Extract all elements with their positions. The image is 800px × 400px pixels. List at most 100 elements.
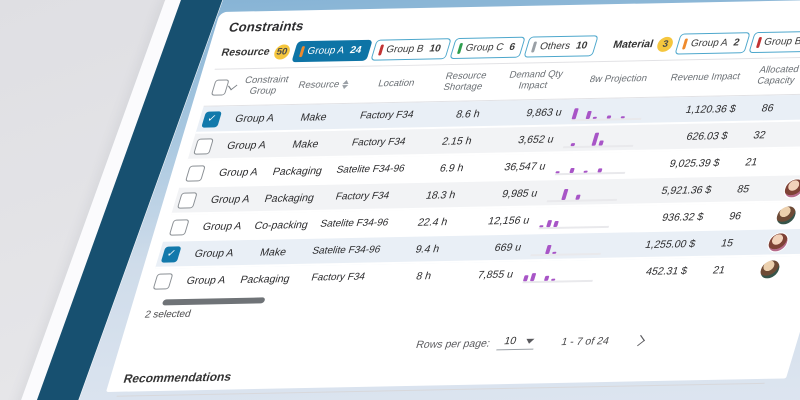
horizontal-scrollbar-thumb[interactable] — [161, 297, 266, 306]
demand-qty-impact-cell: 7,855 u — [476, 268, 515, 281]
location-cell: Factory F34 — [358, 109, 416, 122]
projection-mini-bar-chart — [571, 101, 647, 121]
resource-shortage-cell: 8.6 h — [454, 107, 482, 121]
pagination-range-text: 1 - 7 of 24 — [559, 334, 611, 348]
location-cell: Satelite F34-96 — [318, 217, 390, 230]
demand-qty-impact-cell: 669 u — [493, 241, 524, 254]
allocated-capacity-cell: 85 — [735, 182, 752, 196]
resource-shortage-cell: 22.4 h — [416, 215, 450, 229]
constraint-group-cell: Group A — [217, 165, 260, 179]
constraint-group-cell: Group A — [225, 138, 268, 152]
chip-count: 10 — [427, 42, 443, 55]
demand-qty-impact-cell: 3,652 u — [516, 133, 556, 146]
revenue-impact-cell: 936.32 $ — [660, 210, 706, 224]
row-checkbox[interactable] — [193, 137, 215, 155]
constraint-group-cell: Group A — [193, 246, 236, 260]
chip-accent-bar — [755, 36, 762, 48]
resource-chip-group: Group A 24 Group B 10 Group C 6 Others 1… — [291, 34, 599, 62]
projection-mini-bar-chart — [554, 155, 631, 175]
allocated-capacity-cell: 21 — [711, 263, 727, 277]
column-header-constraint-group[interactable]: Constraint Group — [243, 74, 291, 97]
chip-label: Group A — [689, 37, 730, 49]
demand-qty-impact-cell: 12,156 u — [486, 214, 532, 227]
resource-shortage-cell: 18.3 h — [424, 188, 458, 202]
row-checkbox[interactable] — [185, 164, 206, 182]
filter-chip[interactable]: Group A 2 — [674, 31, 751, 55]
chip-count: 6 — [507, 41, 517, 53]
allocated-capacity-cell: 32 — [752, 128, 768, 142]
rows-per-page-value: 10 — [502, 335, 518, 348]
column-header-resource-shortage[interactable]: Resource Shortage — [441, 70, 489, 94]
constraint-group-cell: Group A — [233, 111, 276, 125]
column-header-resource[interactable]: Resource — [288, 79, 359, 91]
column-header-location[interactable]: Location — [376, 77, 417, 89]
allocated-capacity-cell: 86 — [760, 101, 776, 115]
avatar — [765, 231, 792, 253]
row-checkbox[interactable] — [168, 218, 190, 236]
filter-chip[interactable]: Group A 24 — [291, 39, 373, 62]
chip-accent-bar — [457, 42, 464, 54]
constraint-group-cell: Group A — [185, 273, 228, 287]
filter-chip[interactable]: Others 10 — [523, 34, 599, 58]
column-header-8w-projection[interactable]: 8w Projection — [588, 72, 649, 85]
material-count-badge: 3 — [655, 36, 676, 52]
sort-icon[interactable] — [340, 79, 350, 89]
rows-per-page-select[interactable]: 10 — [495, 334, 538, 351]
resource-cell: Packaging — [271, 164, 324, 178]
resource-cell: Packaging — [263, 191, 316, 205]
row-checkbox[interactable] — [152, 272, 174, 290]
revenue-impact-cell: 1,255.00 $ — [643, 237, 698, 251]
row-checkbox[interactable]: ✓ — [201, 110, 223, 128]
material-chip-group: Group A 2 Group B 0 Others 1 — [674, 29, 800, 55]
column-header-demand-qty-impact[interactable]: Demand Qty Impact — [507, 68, 565, 92]
chevron-down-icon[interactable] — [227, 81, 238, 91]
location-cell: Satelite F34-96 — [310, 244, 382, 257]
filter-chip[interactable]: Group C 6 — [449, 36, 527, 59]
revenue-impact-cell: 626.03 $ — [684, 129, 730, 143]
table-body: ✓ Group A Make Factory F34 8.6 h 9,863 u… — [146, 93, 800, 296]
assignee-cell — [760, 204, 800, 226]
row-checkbox[interactable] — [177, 191, 198, 209]
select-all-checkbox[interactable] — [210, 79, 230, 96]
assignee-cell — [744, 258, 796, 280]
resource-shortage-cell: 6.9 h — [438, 161, 466, 175]
resource-cell: Packaging — [238, 272, 292, 286]
chip-label: Group B — [762, 35, 800, 48]
chip-label: Group C — [464, 41, 506, 54]
projection-mini-bar-chart — [522, 263, 598, 283]
resource-shortage-cell: 9.4 h — [414, 242, 442, 256]
assignee-cell — [796, 106, 800, 107]
chip-label: Group B — [384, 43, 426, 55]
constraints-panel: Constraints Resource 50 Group A 24 Group… — [106, 0, 800, 397]
constraint-group-cell: Group A — [201, 219, 244, 233]
location-cell: Factory F34 — [350, 136, 407, 149]
revenue-impact-cell: 5,921.36 $ — [660, 183, 714, 197]
chip-label: Others — [538, 40, 572, 52]
location-cell: Factory F34 — [309, 271, 367, 284]
column-header-revenue-impact[interactable]: Revenue Impact — [669, 70, 742, 84]
assignee-cell — [768, 177, 800, 199]
allocated-capacity-cell: 15 — [719, 236, 735, 250]
chip-count: 2 — [732, 36, 741, 48]
filter-chip[interactable]: Group B 0 — [748, 30, 800, 53]
assignee-cell — [788, 133, 800, 134]
filter-chip[interactable]: Group B 10 — [370, 37, 452, 61]
resource-count-badge: 50 — [272, 43, 292, 60]
constraint-group-cell: Group A — [209, 192, 252, 206]
resource-cell: Co-packing — [252, 218, 310, 232]
allocated-capacity-cell: 96 — [727, 209, 743, 223]
row-checkbox[interactable]: ✓ — [160, 245, 182, 263]
resource-shortage-cell: 8 h — [414, 269, 433, 282]
location-cell: Factory F34 — [334, 190, 391, 203]
projection-mini-bar-chart — [538, 209, 615, 229]
assignee-cell — [780, 160, 800, 161]
assignee-cell — [752, 231, 800, 253]
resource-cell: Make — [299, 110, 329, 124]
avatar — [781, 177, 800, 199]
table-footer: Rows per page: 10 1 - 7 of 24 — [414, 329, 800, 352]
resource-shortage-cell: 2.15 h — [440, 134, 474, 148]
resource-cell: Make — [258, 245, 288, 259]
chevron-right-icon[interactable] — [633, 334, 645, 346]
column-header-allocated-capacity[interactable]: Allocated Capacity — [755, 64, 800, 87]
